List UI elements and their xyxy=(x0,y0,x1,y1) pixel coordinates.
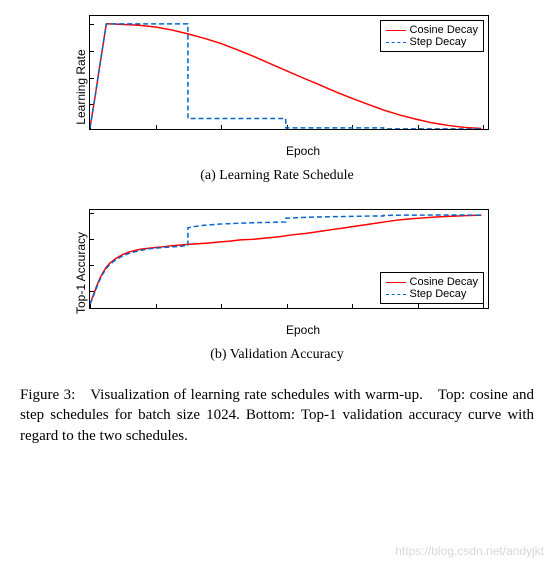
xtick-label: 40 xyxy=(215,129,227,130)
xtick-label: 120 xyxy=(474,129,489,130)
legend-label: Step Decay xyxy=(410,288,467,300)
xtick-label: 60 xyxy=(281,129,293,130)
xtick-label: 20 xyxy=(149,129,161,130)
xtick-label: 40 xyxy=(215,308,227,309)
xtick-label: 100 xyxy=(409,129,427,130)
xtick-label: 20 xyxy=(149,308,161,309)
legend: Cosine DecayStep Decay xyxy=(380,20,484,52)
watermark-text: https://blog.csdn.net/andyjkt xyxy=(395,544,544,558)
legend-item: Cosine Decay xyxy=(386,276,478,288)
legend-line-icon xyxy=(386,282,406,283)
legend-line-icon xyxy=(386,30,406,31)
xtick-label: 0 xyxy=(89,308,93,309)
chart-1-ylabel: Learning Rate xyxy=(74,49,88,124)
legend-line-icon xyxy=(386,42,406,43)
legend: Cosine DecayStep Decay xyxy=(380,272,484,304)
chart-2-ylabel: Top-1 Accuracy xyxy=(74,232,88,314)
xtick-label: 120 xyxy=(474,308,489,309)
chart-2-subcaption: (b) Validation Accuracy xyxy=(37,347,517,363)
legend-label: Cosine Decay xyxy=(410,24,478,36)
legend-line-icon xyxy=(386,294,406,295)
legend-item: Cosine Decay xyxy=(386,24,478,36)
chart-2-wrap: Top-1 Accuracy 0.20.40.60.80204060801001… xyxy=(37,209,517,363)
xtick-label: 80 xyxy=(346,308,358,309)
xtick-label: 80 xyxy=(346,129,358,130)
legend-item: Step Decay xyxy=(386,36,478,48)
legend-label: Step Decay xyxy=(410,36,467,48)
figure-caption: Figure 3: Visualization of learning rate… xyxy=(0,385,554,446)
chart-1-subcaption: (a) Learning Rate Schedule xyxy=(37,168,517,184)
chart-2-xlabel: Epoch xyxy=(89,323,517,337)
chart-1-plot-area: 0.00.10.20.30.4020406080100120Cosine Dec… xyxy=(89,15,489,130)
chart-2-plot-area: 0.20.40.60.8020406080100120Cosine DecayS… xyxy=(89,209,489,309)
xtick-label: 100 xyxy=(409,308,427,309)
xtick-label: 0 xyxy=(89,129,93,130)
chart-1-xlabel: Epoch xyxy=(89,144,517,158)
xtick-label: 60 xyxy=(281,308,293,309)
legend-label: Cosine Decay xyxy=(410,276,478,288)
legend-item: Step Decay xyxy=(386,288,478,300)
chart-1-wrap: Learning Rate 0.00.10.20.30.402040608010… xyxy=(37,15,517,184)
